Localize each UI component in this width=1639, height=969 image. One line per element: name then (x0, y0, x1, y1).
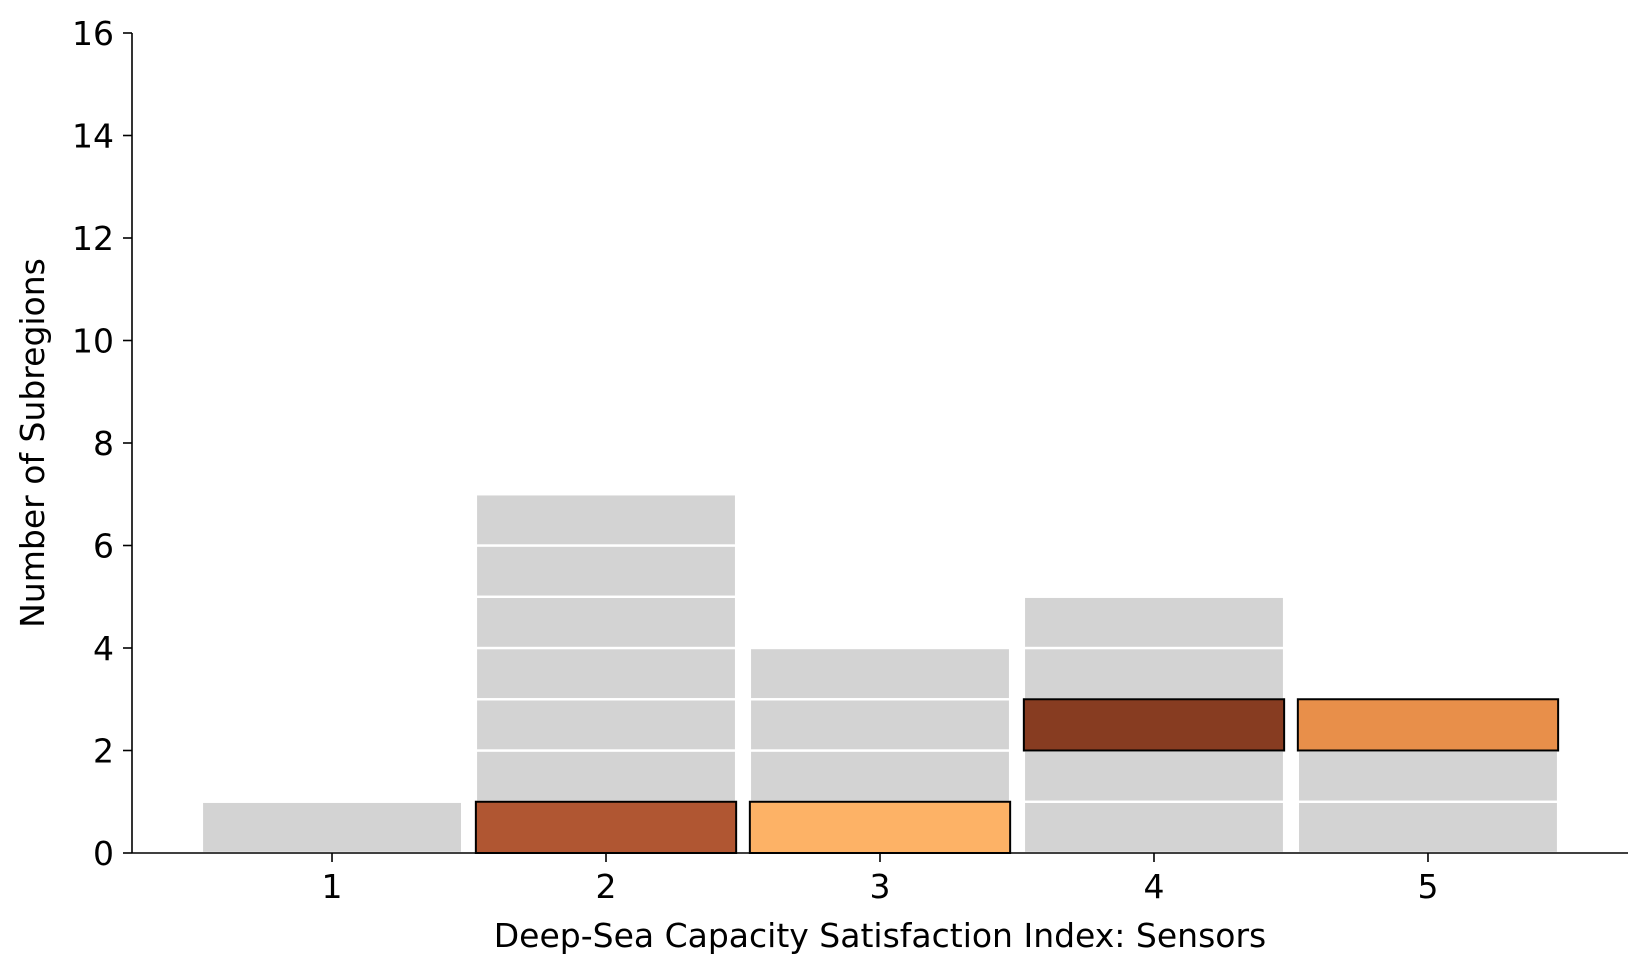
background-segment-1-1 (200, 800, 464, 855)
x-ticks: 1 2 3 4 5 (322, 853, 1438, 906)
y-tick-label-16: 16 (72, 14, 114, 53)
y-tick-label-12: 12 (72, 219, 114, 258)
highlight-bar-5 (1296, 698, 1560, 752)
x-tick-label-5: 5 (1417, 867, 1438, 906)
x-tick-label-3: 3 (870, 867, 891, 906)
highlight-bar-3 (748, 800, 1012, 854)
background-segment-3-3 (748, 698, 1012, 752)
y-tick-label-6: 6 (93, 527, 114, 566)
background-segment-2-5 (474, 595, 738, 650)
background-segment-2-6 (474, 544, 738, 598)
highlight-bars (474, 698, 1560, 854)
y-tick-label-10: 10 (72, 322, 114, 361)
background-segment-2-3 (474, 698, 738, 752)
x-tick-label-1: 1 (322, 867, 343, 906)
y-tick-label-4: 4 (93, 629, 114, 668)
background-segment-2-2 (474, 749, 738, 803)
background-segment-5-2 (1296, 749, 1560, 803)
highlight-bar-4 (1022, 698, 1286, 752)
y-tick-label-2: 2 (93, 732, 114, 771)
background-bars (200, 493, 1560, 855)
background-segment-3-2 (748, 749, 1012, 803)
y-tick-label-8: 8 (93, 424, 114, 463)
background-segment-4-1 (1022, 800, 1286, 855)
highlight-bar-2 (474, 800, 738, 854)
y-ticks: 0 2 4 6 8 10 12 14 16 (72, 14, 132, 873)
x-tick-label-2: 2 (596, 867, 617, 906)
background-segment-5-1 (1296, 800, 1560, 855)
x-tick-label-4: 4 (1143, 867, 1164, 906)
background-segment-4-4 (1022, 646, 1286, 701)
y-tick-label-0: 0 (93, 834, 114, 873)
background-segment-4-5 (1022, 595, 1286, 650)
background-segment-3-4 (748, 646, 1012, 701)
y-tick-label-14: 14 (72, 117, 114, 156)
y-axis-label: Number of Subregions (13, 258, 52, 628)
x-axis-label: Deep-Sea Capacity Satisfaction Index: Se… (494, 916, 1266, 955)
background-segment-4-2 (1022, 749, 1286, 803)
background-segment-2-7 (474, 493, 738, 547)
background-segment-2-4 (474, 646, 738, 701)
